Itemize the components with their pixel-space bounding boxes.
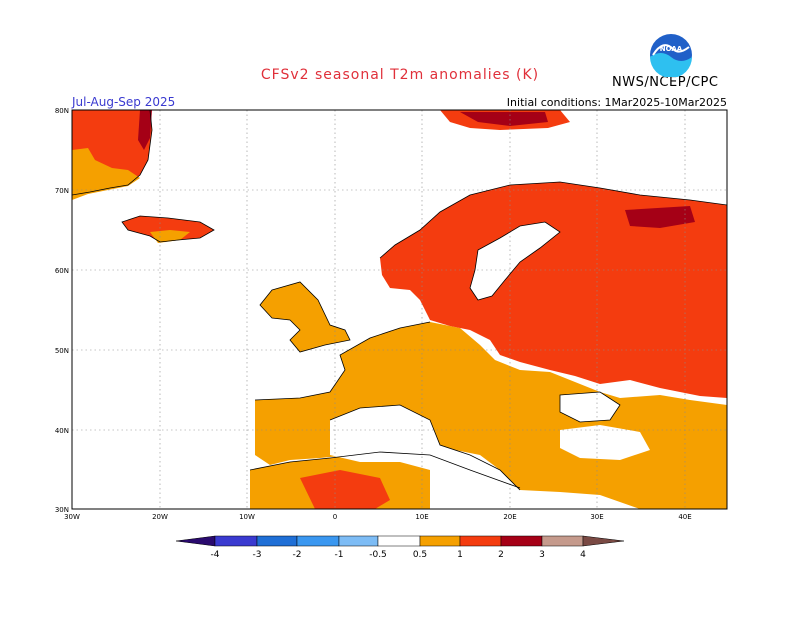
north-africa-warm-region: [300, 470, 390, 509]
turkey-neutral-region: [560, 425, 650, 460]
colorbar-p2-p3: [500, 535, 543, 547]
colorbar-label-minus2: -2: [293, 550, 302, 560]
greenland-hot-region: [138, 110, 152, 150]
noaa-logo-text: NOAA: [660, 45, 683, 53]
russia-hot-region: [625, 206, 695, 228]
arctic-hot-region: [460, 112, 548, 126]
colorbar-label-p2: 2: [498, 550, 504, 560]
lat-tick-labels: 80N 70N 60N 50N 40N 30N: [55, 107, 69, 514]
lat-label-80n: 80N: [55, 107, 69, 115]
colorbar-labels: -4 -3 -2 -1 -0.5 0.5 1 2 3 4: [211, 550, 587, 560]
lon-tick-labels: 30W 20W 10W 0 10E 20E 30E 40E: [64, 513, 692, 521]
forecast-period: Jul-Aug-Sep 2025: [72, 95, 176, 109]
noaa-logo-icon: NOAA: [650, 34, 692, 77]
colorbar-label-p4: 4: [580, 550, 586, 560]
colorbar-below-minus4: [175, 535, 216, 547]
anomaly-field: [72, 110, 727, 509]
gridlines: [72, 110, 727, 509]
map-frame: [71, 109, 728, 510]
colorbar-minus1-minus05: [338, 535, 379, 547]
colorbar-minus2-minus1: [296, 535, 340, 547]
mediterranean-sea: [330, 405, 520, 500]
northeastern-europe-warm-region: [380, 182, 727, 398]
colorbar-minus3-minus2: [256, 535, 298, 547]
lon-label-30e: 30E: [590, 513, 603, 521]
lon-label-10e: 10E: [415, 513, 428, 521]
lat-label-70n: 70N: [55, 187, 69, 195]
lat-label-50n: 50N: [55, 347, 69, 355]
lon-label-20w: 20W: [152, 513, 168, 521]
lat-label-30n: 30N: [55, 506, 69, 514]
lon-label-40e: 40E: [678, 513, 691, 521]
chart-title: CFSv2 seasonal T2m anomalies (K): [260, 67, 540, 83]
lon-label-20e: 20E: [503, 513, 516, 521]
colorbar-label-p05: 0.5: [413, 550, 427, 560]
lat-label-40n: 40N: [55, 427, 69, 435]
agency-label: NWS/NCEP/CPC: [612, 75, 719, 90]
baltic-sea: [470, 222, 560, 300]
colorbar-p1-p2: [459, 535, 502, 547]
lon-label-30w: 30W: [64, 513, 80, 521]
colorbar-label-p3: 3: [539, 550, 545, 560]
western-europe-moderate-region: [255, 322, 727, 509]
black-sea: [560, 392, 620, 422]
lon-label-10w: 10W: [239, 513, 255, 521]
colorbar: [175, 535, 625, 547]
iceland-region: [122, 216, 214, 242]
lat-label-60n: 60N: [55, 267, 69, 275]
colorbar-label-minus4: -4: [211, 550, 220, 560]
greenland-moderate-region: [72, 148, 140, 200]
colorbar-above4: [582, 535, 625, 547]
colorbar-label-p1: 1: [457, 550, 463, 560]
colorbar-neutral: [377, 535, 421, 547]
colorbar-minus4-minus3: [214, 535, 258, 547]
colorbar-p05-p1: [419, 535, 461, 547]
initial-conditions: Initial conditions: 1Mar2025-10Mar2025: [506, 96, 727, 109]
british-isles-region: [260, 282, 350, 352]
colorbar-label-minus3: -3: [253, 550, 262, 560]
lon-label-0: 0: [333, 513, 337, 521]
colorbar-label-minus1: -1: [335, 550, 344, 560]
colorbar-p3-p4: [541, 535, 584, 547]
colorbar-label-minus05: -0.5: [369, 550, 387, 560]
coastlines: [72, 110, 727, 491]
